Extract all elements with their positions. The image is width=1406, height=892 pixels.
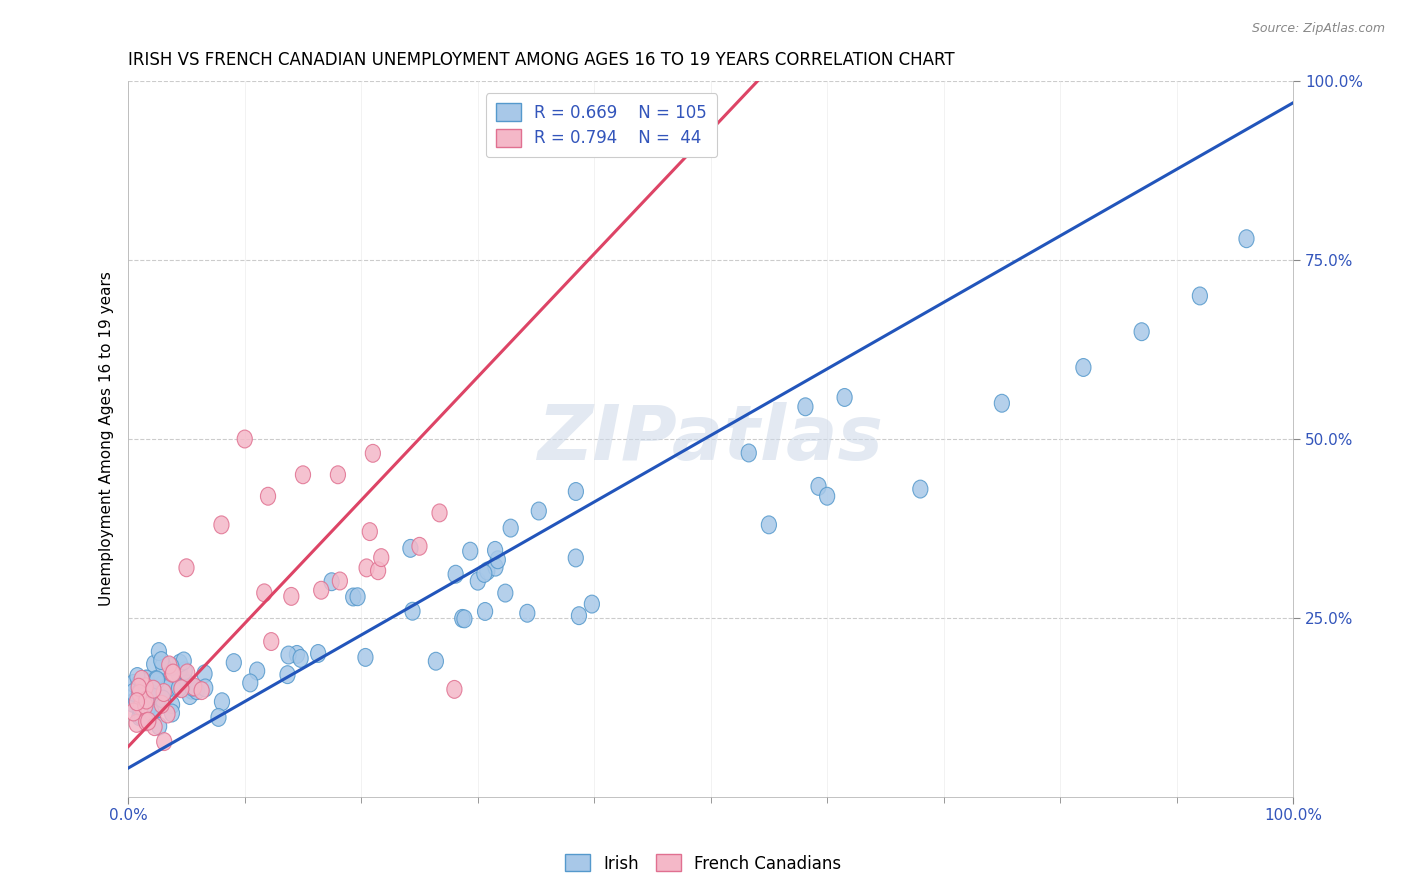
Text: Source: ZipAtlas.com: Source: ZipAtlas.com xyxy=(1251,22,1385,36)
Legend: Irish, French Canadians: Irish, French Canadians xyxy=(558,847,848,880)
Text: ZIPatlas: ZIPatlas xyxy=(537,402,883,476)
Text: IRISH VS FRENCH CANADIAN UNEMPLOYMENT AMONG AGES 16 TO 19 YEARS CORRELATION CHAR: IRISH VS FRENCH CANADIAN UNEMPLOYMENT AM… xyxy=(128,51,955,69)
Legend: R = 0.669    N = 105, R = 0.794    N =  44: R = 0.669 N = 105, R = 0.794 N = 44 xyxy=(486,94,717,157)
Y-axis label: Unemployment Among Ages 16 to 19 years: Unemployment Among Ages 16 to 19 years xyxy=(100,271,114,607)
